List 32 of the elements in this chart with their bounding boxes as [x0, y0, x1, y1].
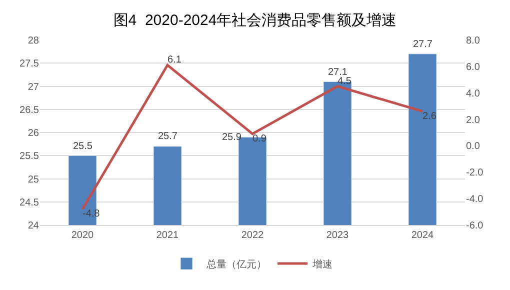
- x-tick-label: 2024: [411, 230, 434, 241]
- y2-tick-label: -2.0: [466, 168, 484, 179]
- data-label: 27.1: [328, 67, 348, 78]
- y-tick-label: 27.5: [20, 58, 40, 70]
- data-label: 25.7: [158, 131, 178, 142]
- y2-tick-label: -6.0: [466, 220, 484, 232]
- y-tick-label: 25: [28, 174, 40, 186]
- x-tick-label: 2023: [326, 230, 350, 241]
- y-tick-label: 27: [28, 82, 40, 93]
- x-tick-label: 2020: [71, 230, 94, 241]
- y2-tick-label: -4.0: [466, 194, 484, 206]
- y2-tick-label: 4.0: [466, 88, 480, 100]
- legend-label: 总量（亿元）: [206, 258, 266, 270]
- data-label: 6.1: [168, 54, 182, 66]
- legend-label: 增速: [312, 258, 332, 270]
- y-tick-label: 28: [28, 36, 40, 46]
- y-tick-label: 24: [28, 220, 40, 232]
- data-label: 27.7: [413, 39, 433, 50]
- data-label: 25.9: [222, 132, 242, 143]
- data-label: 2.6: [422, 110, 437, 122]
- x-tick-label: 2021: [156, 230, 180, 241]
- y2-tick-label: 8.0: [466, 36, 480, 46]
- y2-tick-label: 6.0: [466, 62, 480, 73]
- y-tick-label: 26: [28, 128, 40, 139]
- y-tick-label: 26.5: [20, 104, 40, 116]
- x-tick-label: 2022: [241, 230, 264, 241]
- data-label: 25.5: [73, 141, 93, 152]
- y2-tick-label: 0.0: [466, 141, 480, 152]
- y2-tick-label: 2.0: [466, 114, 480, 126]
- y-tick-label: 24.5: [20, 197, 40, 208]
- chart-title: 图4 2020-2024年社会消费品零售额及增速: [113, 12, 397, 29]
- y-tick-label: 25.5: [20, 151, 40, 162]
